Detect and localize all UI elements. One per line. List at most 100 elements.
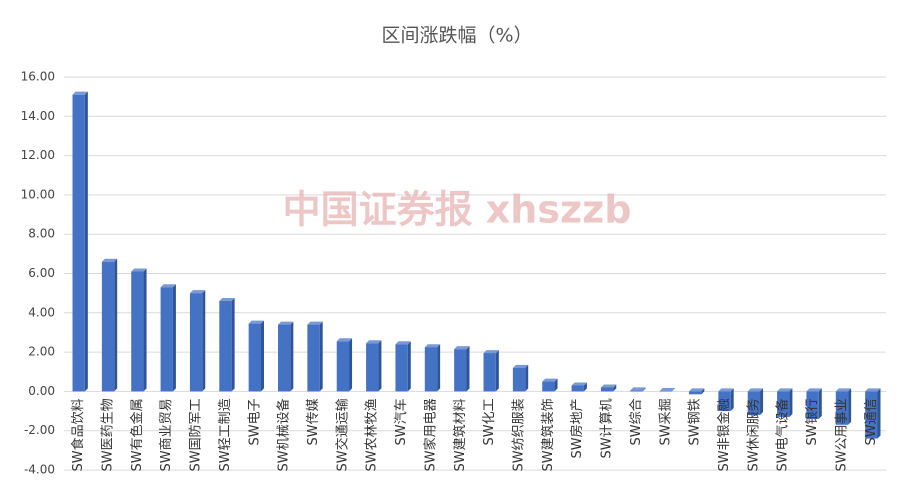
bar-side bbox=[260, 320, 264, 392]
bar bbox=[454, 349, 467, 392]
y-tick-label: 8.00 bbox=[28, 227, 55, 241]
bar-side bbox=[319, 321, 323, 392]
bar bbox=[600, 387, 614, 392]
bar bbox=[307, 324, 320, 392]
x-tick-label: SW银行 bbox=[805, 398, 820, 445]
bar-top bbox=[189, 290, 206, 294]
x-tick-label: SW化工 bbox=[482, 398, 497, 445]
y-tick-label: 4.00 bbox=[28, 305, 55, 319]
bar bbox=[689, 391, 702, 395]
bar bbox=[483, 353, 496, 392]
bar-top bbox=[219, 298, 235, 302]
x-tick-label: SW传媒 bbox=[306, 398, 321, 445]
x-tick-label: SW机械设备 bbox=[276, 398, 292, 471]
x-tick-label: SW农林牧渔 bbox=[365, 398, 380, 471]
bar bbox=[395, 344, 408, 392]
bar bbox=[806, 391, 819, 419]
bar-top bbox=[101, 258, 118, 262]
bar-top bbox=[160, 284, 176, 288]
bar-side bbox=[730, 388, 734, 412]
y-tick-label: 16.00 bbox=[21, 70, 55, 84]
bar-top bbox=[806, 388, 822, 392]
bar-top bbox=[72, 91, 88, 95]
bar-side bbox=[789, 388, 793, 417]
bar bbox=[131, 271, 144, 392]
x-tick-label: SW商业贸易 bbox=[159, 398, 174, 471]
x-tick-label: SW食品饮料 bbox=[70, 398, 86, 471]
bar bbox=[248, 323, 261, 392]
bar bbox=[101, 261, 115, 392]
bar-side bbox=[642, 387, 646, 392]
x-tick-label: SW有色金属 bbox=[129, 398, 145, 471]
bar-side bbox=[84, 91, 88, 392]
chart-title: 区间涨跌幅（%） bbox=[381, 25, 532, 47]
bar-side bbox=[378, 340, 382, 392]
x-tick-label: SW建筑材料 bbox=[452, 398, 468, 471]
bar bbox=[865, 391, 878, 439]
y-tick-label: 10.00 bbox=[21, 187, 55, 201]
bar-top bbox=[366, 340, 382, 344]
x-tick-label: SW公用事业 bbox=[834, 398, 849, 471]
bar bbox=[747, 391, 761, 415]
bar-side bbox=[143, 268, 147, 392]
x-tick-label: SW计算机 bbox=[600, 398, 615, 458]
bar-top bbox=[777, 388, 793, 392]
bar-top bbox=[483, 350, 499, 354]
bar-side bbox=[671, 388, 675, 392]
bar-top bbox=[659, 388, 675, 392]
bar-top bbox=[454, 346, 470, 350]
bar bbox=[366, 343, 379, 392]
bar bbox=[72, 94, 85, 392]
bar bbox=[219, 301, 232, 392]
bar-top bbox=[424, 344, 441, 348]
x-tick-label: SW采掘 bbox=[658, 398, 673, 445]
x-tick-label: SW交通运输 bbox=[334, 398, 350, 471]
bar-top bbox=[835, 388, 852, 392]
bar bbox=[278, 324, 291, 392]
bar-side bbox=[583, 382, 587, 392]
y-tick-label: 14.00 bbox=[21, 109, 55, 123]
bar bbox=[160, 287, 173, 392]
bar-side bbox=[701, 388, 705, 395]
bar bbox=[512, 367, 526, 392]
bar-side bbox=[525, 364, 529, 392]
bar-top bbox=[542, 378, 558, 382]
x-tick-label: SW轻工制造 bbox=[218, 398, 233, 471]
bar-top bbox=[747, 388, 764, 392]
x-tick-label: SW通信 bbox=[864, 398, 879, 445]
y-tick-label: 2.00 bbox=[28, 345, 55, 359]
x-tick-label: SW电气设备 bbox=[775, 398, 791, 471]
bar-top bbox=[248, 320, 264, 324]
y-tick-label: 6.00 bbox=[28, 266, 55, 280]
x-tick-label: SW汽车 bbox=[393, 398, 409, 445]
bar-top bbox=[571, 382, 587, 386]
bar bbox=[835, 391, 849, 425]
x-tick-label: SW钢铁 bbox=[688, 398, 703, 445]
x-tick-label: SW综合 bbox=[629, 398, 644, 445]
y-tick-label: 12.00 bbox=[21, 148, 55, 162]
bar-side bbox=[437, 344, 441, 392]
bar-side bbox=[818, 388, 822, 419]
x-tick-label: SW家用电器 bbox=[422, 398, 438, 471]
x-tick-label: SW医药生物 bbox=[101, 398, 116, 471]
bar-side bbox=[877, 388, 881, 439]
bar bbox=[424, 347, 438, 392]
bar-side bbox=[613, 384, 617, 392]
bar-side bbox=[466, 346, 470, 392]
bar-side bbox=[202, 290, 206, 392]
bar bbox=[777, 391, 790, 417]
bar bbox=[718, 391, 731, 412]
y-tick-label: -4.00 bbox=[24, 463, 55, 477]
bar-top bbox=[395, 341, 411, 345]
bar-side bbox=[554, 378, 558, 392]
bar-side bbox=[760, 388, 764, 415]
bar-top bbox=[307, 321, 323, 325]
x-tick-label: SW国防军工 bbox=[188, 398, 204, 471]
bar-side bbox=[407, 341, 411, 392]
bar bbox=[571, 385, 584, 392]
bar-top bbox=[131, 268, 147, 272]
y-tick-label: 0.00 bbox=[28, 384, 55, 398]
x-tick-label: SW纺织服装 bbox=[512, 398, 527, 471]
bar-side bbox=[349, 338, 353, 392]
